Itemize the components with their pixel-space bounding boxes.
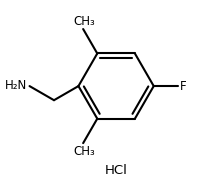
Text: CH₃: CH₃ (73, 15, 95, 28)
Text: F: F (180, 80, 187, 93)
Text: CH₃: CH₃ (73, 145, 95, 158)
Text: H₂N: H₂N (4, 79, 27, 92)
Text: HCl: HCl (105, 164, 127, 177)
